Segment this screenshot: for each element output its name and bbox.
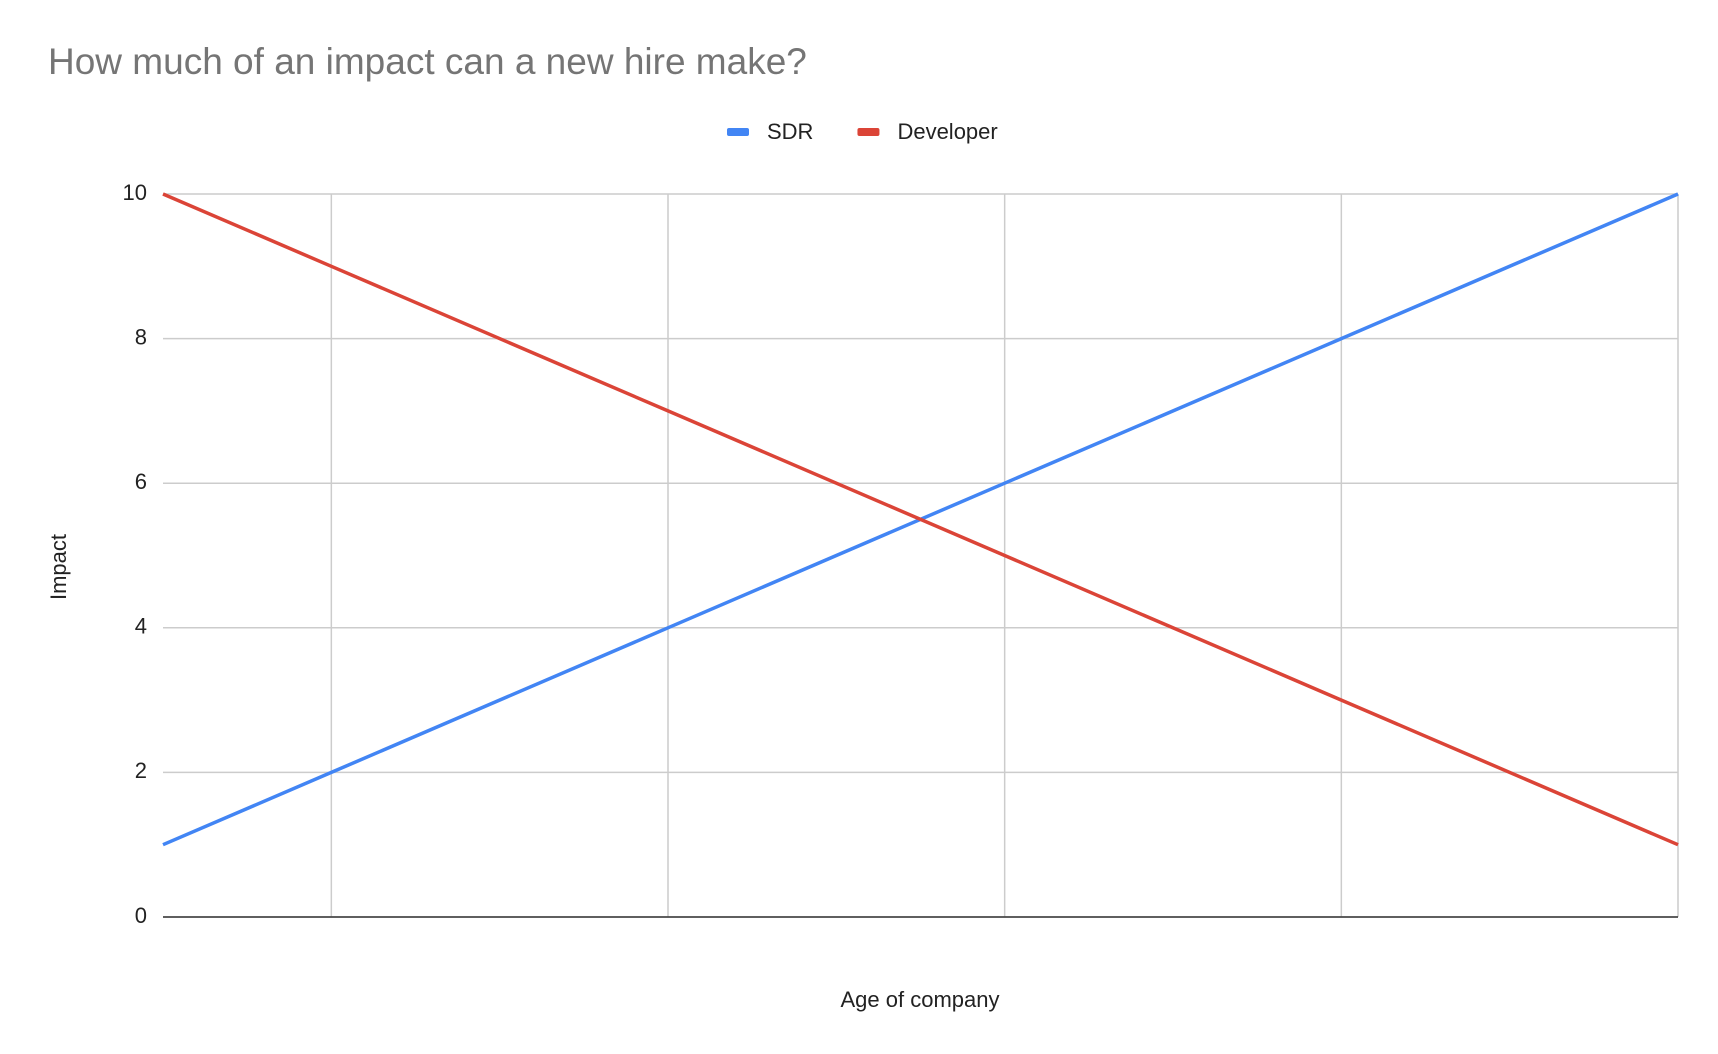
y-tick-label: 10 xyxy=(123,180,147,205)
chart-title: How much of an impact can a new hire mak… xyxy=(48,41,807,82)
series-line xyxy=(162,192,1679,847)
x-axis-label: Age of company xyxy=(841,987,1000,1012)
legend-label: SDR xyxy=(767,119,813,144)
y-tick-label: 2 xyxy=(135,758,147,783)
y-tick-label: 8 xyxy=(135,324,147,349)
legend-swatch xyxy=(857,128,880,136)
series-line xyxy=(162,192,1679,847)
y-tick-label: 0 xyxy=(135,903,147,928)
y-axis-label: Impact xyxy=(46,534,71,600)
legend-label: Developer xyxy=(897,119,997,144)
y-tick-label: 4 xyxy=(135,614,147,639)
y-tick-label: 6 xyxy=(135,469,147,494)
legend-swatch xyxy=(727,128,749,136)
